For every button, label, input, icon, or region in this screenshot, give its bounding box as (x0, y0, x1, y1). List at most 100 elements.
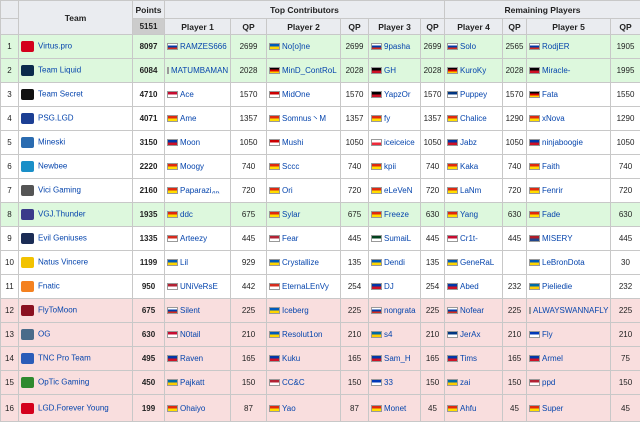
player-cell[interactable]: Fly (526, 322, 611, 347)
team-cell[interactable]: Team Secret (18, 82, 133, 107)
player-cell[interactable]: EternaLEnVy (266, 274, 341, 299)
player-name-link[interactable]: Super (542, 403, 564, 413)
team-name-link[interactable]: Vici Gaming (38, 185, 81, 195)
player-entry[interactable]: Yao (269, 404, 338, 413)
team-cell[interactable]: Newbee (18, 154, 133, 179)
team-cell[interactable]: OpTic Gaming (18, 370, 133, 395)
player-name-link[interactable]: Silent (180, 306, 201, 315)
team-name-link[interactable]: Virtus.pro (38, 41, 73, 51)
player-cell[interactable]: ALWAYSWANNAFLY (526, 298, 611, 323)
player-name-link[interactable]: Moogy (180, 162, 205, 171)
player-cell[interactable]: Fata (526, 82, 611, 107)
player-entry[interactable]: zai (447, 378, 500, 387)
player-name-link[interactable]: Cr1t- (460, 234, 478, 243)
player-entry[interactable]: kpii (371, 162, 418, 171)
player-name-link[interactable]: Mushi (282, 138, 304, 147)
player-entry[interactable]: YapzOr (371, 90, 418, 99)
player-entry[interactable]: EternaLEnVy (269, 282, 338, 291)
player-entry[interactable]: N0tail (167, 330, 228, 339)
player-name-link[interactable]: Solo (460, 42, 477, 51)
player-entry[interactable]: Pajkatt (167, 378, 228, 387)
player-name-link[interactable]: 33 (384, 378, 393, 387)
player-cell[interactable]: RAMZES666 (164, 34, 231, 59)
team-cell[interactable]: PSG.LGD (18, 106, 133, 131)
player-name-link[interactable]: Ahfu (460, 403, 477, 413)
player-entry[interactable]: Cr1t- (447, 234, 500, 243)
player-cell[interactable]: SumaiL (368, 226, 421, 251)
player-entry[interactable]: Fenrir (529, 186, 608, 195)
player-name-link[interactable]: N0tail (180, 330, 201, 339)
player-entry[interactable]: CC&C (269, 378, 338, 387)
player-entry[interactable]: Fata (529, 90, 608, 99)
player-entry[interactable]: MATUMBAMAN (167, 66, 228, 75)
player-name-link[interactable]: RAMZES666 (180, 42, 227, 51)
player-cell[interactable]: Moogy (164, 154, 231, 179)
player-name-link[interactable]: kpii (384, 162, 397, 171)
player-name-link[interactable]: Fear (282, 234, 299, 243)
player-cell[interactable]: Nofear (444, 298, 503, 323)
player-entry[interactable]: Fly (529, 330, 608, 339)
player-name-link[interactable]: Crystallize (282, 258, 319, 267)
player-name-link[interactable]: KuroKy (460, 66, 487, 75)
player-cell[interactable]: 33 (368, 370, 421, 395)
player-cell[interactable]: YapzOr (368, 82, 421, 107)
player-name-link[interactable]: CC&C (282, 378, 305, 387)
team-cell[interactable]: Natus Vincere (18, 250, 133, 275)
player-entry[interactable]: RodjER (529, 42, 608, 51)
player-entry[interactable]: Solo (447, 42, 500, 51)
player-name-link[interactable]: MinD_ContRoL (282, 66, 337, 75)
player-entry[interactable]: Kaka (447, 162, 500, 171)
player-cell[interactable]: fy (368, 106, 421, 131)
team-name-link[interactable]: Team Liquid (38, 65, 82, 75)
player-cell[interactable]: kpii (368, 154, 421, 179)
team-name-link[interactable]: Newbee (38, 161, 68, 171)
player-name-link[interactable]: Miracle- (542, 66, 571, 75)
player-cell[interactable]: LaNm (444, 178, 503, 203)
player-cell[interactable]: Monet (368, 394, 421, 422)
player-name-link[interactable]: ppd (542, 378, 556, 387)
player-cell[interactable]: Armel (526, 346, 611, 371)
player-name-link[interactable]: fy (384, 114, 391, 123)
player-entry[interactable]: Silent (167, 306, 228, 315)
player-name-link[interactable]: SumaiL (384, 234, 412, 243)
player-name-link[interactable]: Armel (542, 354, 563, 363)
player-name-link[interactable]: Ace (180, 90, 194, 99)
player-cell[interactable]: Iceberg (266, 298, 341, 323)
player-entry[interactable]: Iceberg (269, 306, 338, 315)
player-cell[interactable]: eLeVeN (368, 178, 421, 203)
player-cell[interactable]: Sylar (266, 202, 341, 227)
player-entry[interactable]: UNiVeRsE (167, 282, 228, 291)
player-entry[interactable]: Yang (447, 210, 500, 219)
player-name-link[interactable]: Raven (180, 354, 204, 363)
player-entry[interactable]: xNova (529, 114, 608, 123)
team-name-link[interactable]: OpTic Gaming (38, 377, 90, 387)
team-name-link[interactable]: PSG.LGD (38, 113, 74, 123)
player-name-link[interactable]: Ori (282, 186, 293, 195)
player-entry[interactable]: Pieliedie (529, 282, 608, 291)
player-cell[interactable]: zai (444, 370, 503, 395)
player-entry[interactable]: Dendi (371, 258, 418, 267)
team-cell[interactable]: Team Liquid (18, 58, 133, 83)
player-cell[interactable]: Sccc (266, 154, 341, 179)
player-name-link[interactable]: xNova (542, 114, 565, 123)
player-cell[interactable]: RodjER (526, 34, 611, 59)
player-cell[interactable]: Lil (164, 250, 231, 275)
player-entry[interactable]: ddc (167, 210, 228, 219)
player-cell[interactable]: Sam_H (368, 346, 421, 371)
player-cell[interactable]: Arteezy (164, 226, 231, 251)
player-entry[interactable]: Paparazi灬 (167, 186, 228, 195)
player-cell[interactable]: N0tail (164, 322, 231, 347)
player-entry[interactable]: Arteezy (167, 234, 228, 243)
player-name-link[interactable]: MidOne (282, 90, 311, 99)
player-cell[interactable]: Super (526, 394, 611, 422)
player-name-link[interactable]: Iceberg (282, 306, 309, 315)
player-cell[interactable]: Pajkatt (164, 370, 231, 395)
player-entry[interactable]: Miracle- (529, 66, 608, 75)
team-name-link[interactable]: OG (38, 329, 51, 339)
player-entry[interactable]: Moogy (167, 162, 228, 171)
player-name-link[interactable]: EternaLEnVy (282, 282, 329, 291)
player-name-link[interactable]: UNiVeRsE (180, 282, 218, 291)
team-cell[interactable]: Fnatic (18, 274, 133, 299)
player-entry[interactable]: Tims (447, 354, 500, 363)
player-cell[interactable]: Moon (164, 130, 231, 155)
